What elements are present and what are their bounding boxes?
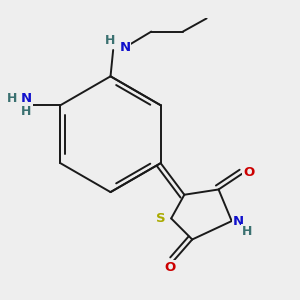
Text: H: H <box>242 225 253 238</box>
Text: N: N <box>119 41 130 54</box>
Text: O: O <box>164 261 175 274</box>
Text: O: O <box>243 166 254 179</box>
Text: S: S <box>156 212 166 225</box>
Text: H: H <box>105 34 116 47</box>
Text: N: N <box>21 92 32 105</box>
Text: H: H <box>7 92 17 105</box>
Text: H: H <box>21 105 32 118</box>
Text: N: N <box>233 214 244 228</box>
